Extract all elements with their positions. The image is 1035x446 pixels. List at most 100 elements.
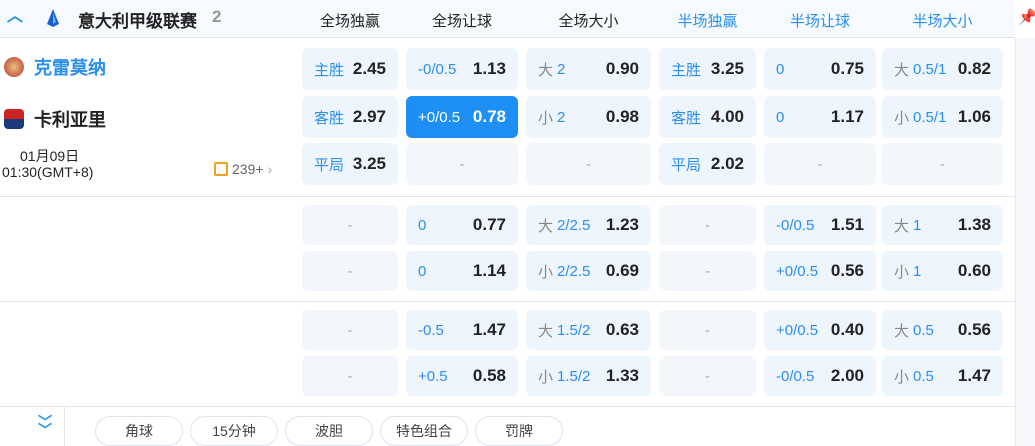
odds-cell-halftime-over-under[interactable]: 大 1 1.38 <box>882 205 1003 245</box>
market-tab[interactable]: 特色组合 <box>380 416 468 446</box>
odds-label: 0 <box>418 262 427 280</box>
column-header-halftime-over-under: 半场大小 <box>912 13 973 30</box>
odds-value: 1.13 <box>472 59 506 78</box>
odds-cell-fulltime-handicap[interactable]: +0/0.5 0.78 <box>406 96 518 138</box>
over-under-prefix: 大 <box>538 322 554 340</box>
odds-cell-halftime-handicap[interactable]: +0/0.5 0.56 <box>764 251 876 291</box>
home-team[interactable]: 克雷莫纳 <box>4 54 106 80</box>
odds-cell-halftime-over-under[interactable]: 小 0.5/1 1.06 <box>882 96 1003 138</box>
column-header-halftime-handicap: 半场让球 <box>789 13 851 30</box>
double-chevron-down-icon[interactable]: ﹀ ﹀ <box>38 414 52 438</box>
odds-cell-fulltime-1x2[interactable]: 客胜 2.97 <box>302 96 398 138</box>
odds-label: -0/0.5 <box>776 367 815 385</box>
league-name[interactable]: 意大利甲级联赛 <box>78 12 197 31</box>
odds-label: 0.5/1 <box>913 108 947 126</box>
odds-cell-fulltime-over-under[interactable]: 大 2/2.5 1.23 <box>526 205 651 245</box>
odds-cell-empty: - <box>659 356 756 396</box>
odds-cell-fulltime-handicap[interactable]: 0 0.77 <box>406 205 518 245</box>
odds-cell-fulltime-over-under[interactable]: 小 1.5/2 1.33 <box>526 356 651 396</box>
odds-label: 0 <box>418 216 427 234</box>
odds-label: 主胜 <box>314 61 345 79</box>
odds-cell-halftime-1x2[interactable]: 客胜 4.00 <box>659 96 756 138</box>
odds-label: 1 <box>913 262 922 280</box>
odds-cell-fulltime-1x2[interactable]: 平局 3.25 <box>302 143 398 185</box>
stats-icon <box>214 162 228 176</box>
market-tab[interactable]: 角球 <box>95 416 183 446</box>
odds-cell-halftime-handicap[interactable]: +0/0.5 0.40 <box>764 310 876 350</box>
odds-cell-empty: - <box>659 310 756 350</box>
odds-value: 3.25 <box>710 59 744 78</box>
pin-icon[interactable]: 📌 <box>1018 9 1035 26</box>
away-team-name: 卡利亚里 <box>34 110 106 130</box>
odds-value: 3.25 <box>352 154 386 173</box>
odds-cell-fulltime-over-under[interactable]: 大 1.5/2 0.63 <box>526 310 651 350</box>
odds-value: 1.06 <box>957 107 991 126</box>
odds-label: 客胜 <box>314 109 345 127</box>
odds-cell-fulltime-over-under[interactable]: 大 2 0.90 <box>526 48 651 90</box>
odds-label: 2 <box>557 60 566 78</box>
odds-label: +0/0.5 <box>418 108 461 126</box>
odds-value: 0.82 <box>957 59 991 78</box>
divider <box>0 196 1015 197</box>
chevron-up-icon[interactable]: ︿ <box>6 8 23 25</box>
odds-cell-fulltime-handicap[interactable]: -0.5 1.47 <box>406 310 518 350</box>
odds-cell-halftime-handicap[interactable]: 0 1.17 <box>764 96 876 138</box>
odds-label: 1.5/2 <box>557 367 591 385</box>
odds-cell-halftime-handicap[interactable]: 0 0.75 <box>764 48 876 90</box>
away-team[interactable]: 卡利亚里 <box>4 106 106 132</box>
odds-cell-halftime-handicap[interactable]: -0/0.5 1.51 <box>764 205 876 245</box>
odds-cell-fulltime-handicap[interactable]: +0.5 0.58 <box>406 356 518 396</box>
odds-cell-empty: - <box>659 205 756 245</box>
odds-label: -0.5 <box>418 321 444 339</box>
odds-cell-halftime-over-under[interactable]: 小 1 0.60 <box>882 251 1003 291</box>
odds-cell-halftime-1x2[interactable]: 平局 2.02 <box>659 143 756 185</box>
odds-value: 0.78 <box>472 107 506 126</box>
over-under-prefix: 小 <box>894 109 910 127</box>
odds-cell-halftime-handicap[interactable]: -0/0.5 2.00 <box>764 356 876 396</box>
odds-value: 0.63 <box>605 320 639 339</box>
odds-label: 1 <box>913 216 922 234</box>
home-team-badge-icon <box>4 57 24 77</box>
odds-label: 0 <box>776 108 785 126</box>
column-header-fulltime-over-under: 全场大小 <box>558 13 619 30</box>
odds-value: 2.00 <box>830 366 864 385</box>
over-under-prefix: 小 <box>894 368 910 386</box>
odds-label: 2 <box>557 108 566 126</box>
column-header-fulltime-handicap: 全场让球 <box>431 13 493 30</box>
divider <box>0 301 1015 302</box>
odds-label: -0/0.5 <box>776 216 815 234</box>
divider <box>0 406 1015 407</box>
odds-label: 2/2.5 <box>557 216 591 234</box>
over-under-prefix: 大 <box>894 322 910 340</box>
market-tab[interactable]: 波胆 <box>285 416 373 446</box>
odds-label: 平局 <box>314 156 345 174</box>
odds-cell-halftime-over-under[interactable]: 大 0.5 0.56 <box>882 310 1003 350</box>
odds-cell-halftime-1x2[interactable]: 主胜 3.25 <box>659 48 756 90</box>
odds-cell-fulltime-handicap[interactable]: -0/0.5 1.13 <box>406 48 518 90</box>
odds-cell-empty: - <box>406 143 518 185</box>
more-count: 239+ <box>232 161 264 177</box>
over-under-prefix: 小 <box>894 263 910 281</box>
odds-cell-empty: - <box>302 205 398 245</box>
odds-cell-halftime-over-under[interactable]: 大 0.5/1 0.82 <box>882 48 1003 90</box>
league-header: ︿ 意大利甲级联赛 2 全场独赢 全场让球 全场大小 半场独赢 半场让球 半场大小 📌 <box>0 0 1035 38</box>
odds-cell-fulltime-over-under[interactable]: 小 2 0.98 <box>526 96 651 138</box>
market-tab[interactable]: 15分钟 <box>190 416 278 446</box>
footer-bar: ﹀ ﹀ 角球 15分钟 波胆 特色组合 罚牌 <box>0 406 1015 446</box>
odds-label: 0 <box>776 60 785 78</box>
odds-label: 主胜 <box>671 61 702 79</box>
odds-value: 0.90 <box>605 59 639 78</box>
odds-cell-empty: - <box>526 143 651 185</box>
odds-label: 0.5/1 <box>913 60 947 78</box>
odds-cell-halftime-over-under[interactable]: 小 0.5 1.47 <box>882 356 1003 396</box>
odds-value: 1.47 <box>472 320 506 339</box>
more-markets-link[interactable]: 239+ › <box>214 161 272 177</box>
odds-cell-fulltime-handicap[interactable]: 0 1.14 <box>406 251 518 291</box>
market-tab[interactable]: 罚牌 <box>475 416 563 446</box>
odds-cell-fulltime-over-under[interactable]: 小 2/2.5 0.69 <box>526 251 651 291</box>
chevron-right-icon: › <box>267 161 273 177</box>
away-team-badge-icon <box>4 109 24 129</box>
odds-label: -0/0.5 <box>418 60 457 78</box>
odds-cell-empty: - <box>302 251 398 291</box>
odds-cell-fulltime-1x2[interactable]: 主胜 2.45 <box>302 48 398 90</box>
